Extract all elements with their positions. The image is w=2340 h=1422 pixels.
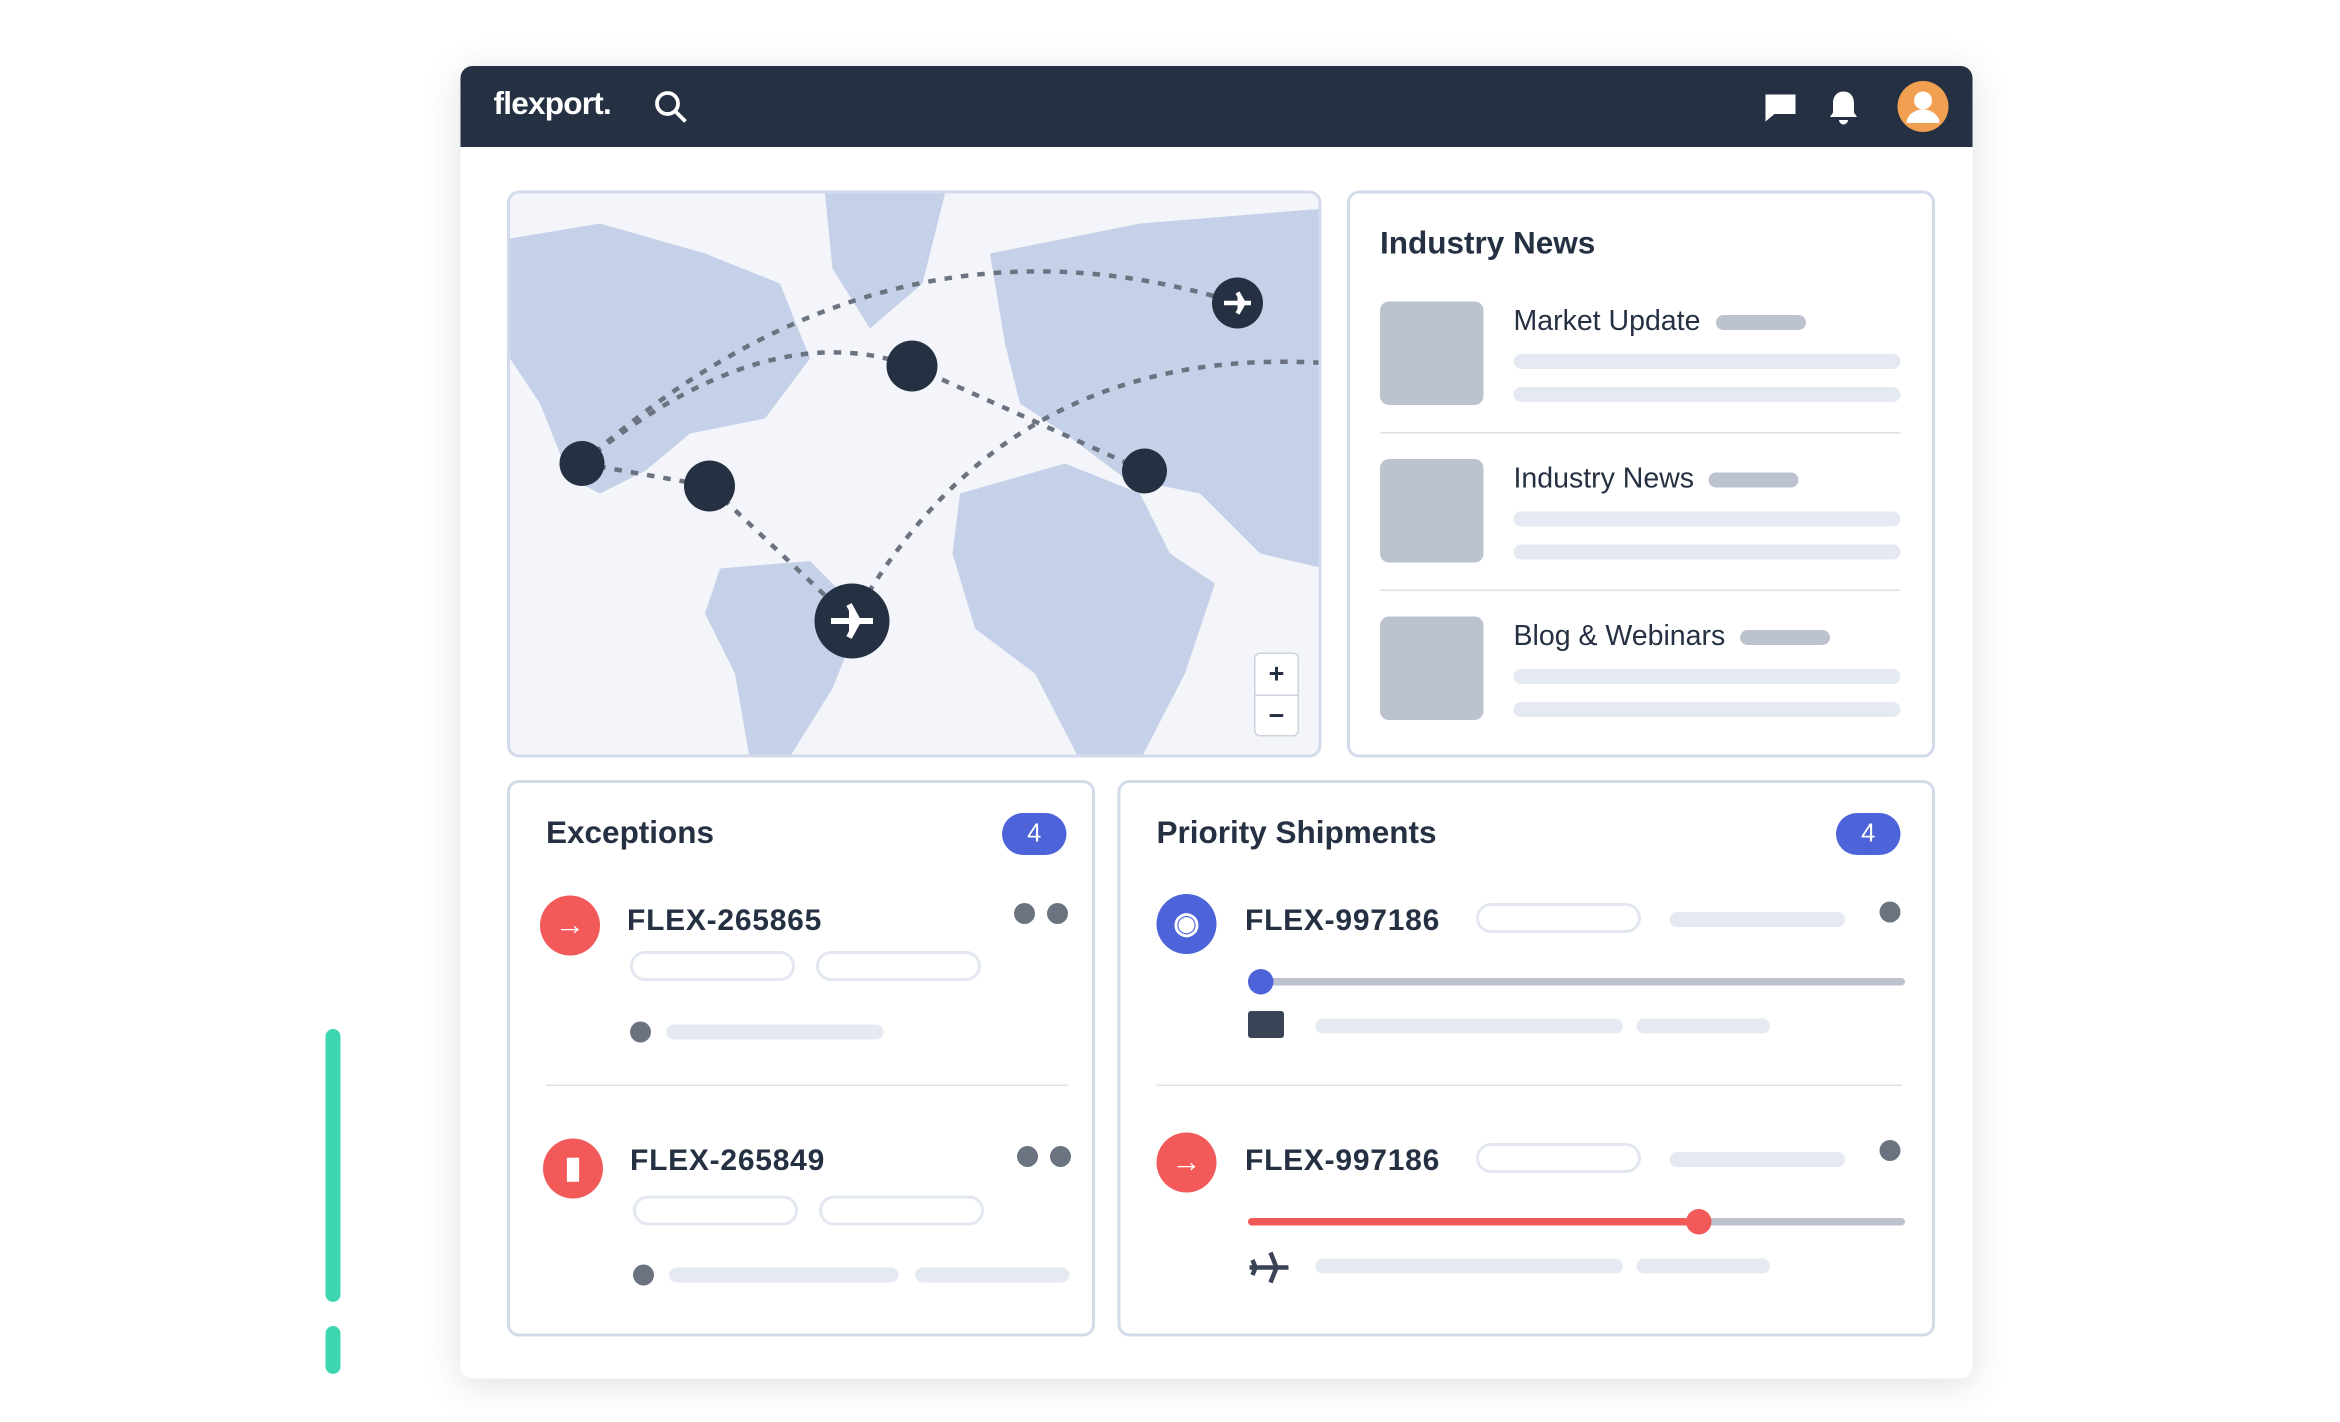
status-dot bbox=[1879, 1140, 1901, 1161]
placeholder bbox=[1513, 702, 1901, 717]
status-dot bbox=[630, 1021, 651, 1043]
status-dot bbox=[1047, 903, 1068, 924]
top-bar: flexport. bbox=[460, 66, 1973, 147]
placeholder bbox=[1669, 1152, 1845, 1167]
news-item[interactable]: Blog & Webinars bbox=[1514, 621, 1831, 654]
placeholder bbox=[669, 1267, 899, 1283]
placeholder bbox=[1513, 387, 1901, 402]
news-item[interactable]: Market Update bbox=[1514, 306, 1806, 339]
count-badge: 4 bbox=[1002, 813, 1067, 855]
app-window: flexport. + − Industry News Market Updat… bbox=[460, 66, 1973, 1379]
shipment-id[interactable]: FLEX-265865 bbox=[627, 904, 823, 938]
status-dot bbox=[1017, 1146, 1038, 1167]
news-item-title[interactable]: Blog & Webinars bbox=[1513, 621, 1726, 653]
progress-handle bbox=[1686, 1209, 1712, 1235]
accent-bar bbox=[325, 1029, 341, 1302]
news-panel: Industry News Market Update Industry New… bbox=[1347, 190, 1935, 758]
shipment-id[interactable]: FLEX-265849 bbox=[630, 1144, 826, 1178]
placeholder bbox=[1636, 1258, 1770, 1274]
priority-panel: Priority Shipments 4 ◉ FLEX-997186 → FLE… bbox=[1117, 780, 1935, 1337]
placeholder bbox=[1715, 315, 1806, 330]
map-panel: + − bbox=[507, 190, 1322, 758]
exceptions-panel: Exceptions 4 → FLEX-265865 ▮ FLEX-265849 bbox=[507, 780, 1095, 1337]
news-item-title[interactable]: Industry News bbox=[1513, 463, 1695, 496]
placeholder bbox=[1636, 1018, 1770, 1034]
placeholder bbox=[1315, 1018, 1623, 1034]
placeholder bbox=[1709, 472, 1800, 488]
placeholder bbox=[1315, 1258, 1623, 1274]
plane-icon bbox=[1249, 1251, 1289, 1284]
zoom-in[interactable]: + bbox=[1268, 658, 1285, 689]
placeholder bbox=[915, 1267, 1070, 1283]
exception-icon: → bbox=[540, 895, 600, 956]
search-icon[interactable] bbox=[653, 89, 692, 128]
divider bbox=[546, 1084, 1068, 1086]
count-badge: 4 bbox=[1836, 813, 1901, 855]
news-item-title[interactable]: Market Update bbox=[1513, 306, 1701, 338]
divider bbox=[1380, 589, 1901, 591]
status-dot bbox=[633, 1264, 654, 1286]
news-item[interactable]: Industry News bbox=[1514, 464, 1800, 497]
news-thumbnail[interactable] bbox=[1380, 616, 1484, 720]
chat-icon[interactable] bbox=[1763, 90, 1799, 126]
exception-icon: → bbox=[1156, 1132, 1217, 1193]
placeholder bbox=[1740, 630, 1831, 645]
placeholder bbox=[633, 1195, 798, 1226]
divider bbox=[1156, 1084, 1902, 1086]
bell-icon[interactable] bbox=[1826, 89, 1862, 128]
zoom-control: + − bbox=[1254, 652, 1299, 737]
accent-bar bbox=[325, 1326, 341, 1374]
placeholder bbox=[816, 951, 981, 981]
placeholder bbox=[630, 951, 795, 981]
shipment-id[interactable]: FLEX-997186 bbox=[1245, 904, 1441, 938]
progress-fill bbox=[1248, 1218, 1701, 1226]
ship-icon bbox=[1248, 1011, 1284, 1038]
placeholder bbox=[1513, 544, 1901, 560]
placeholder bbox=[819, 1195, 984, 1226]
placeholder bbox=[1476, 1143, 1641, 1173]
placeholder bbox=[1476, 903, 1641, 933]
priority-title: Priority Shipments bbox=[1156, 816, 1437, 851]
placeholder bbox=[1513, 669, 1901, 684]
logo[interactable]: flexport. bbox=[493, 87, 612, 122]
news-thumbnail[interactable] bbox=[1380, 459, 1484, 563]
placeholder bbox=[666, 1024, 884, 1040]
news-thumbnail[interactable] bbox=[1380, 301, 1484, 405]
news-title: Industry News bbox=[1380, 226, 1596, 262]
placeholder bbox=[1669, 912, 1845, 927]
progress-handle bbox=[1248, 969, 1274, 995]
divider bbox=[1380, 432, 1901, 434]
zoom-out[interactable]: − bbox=[1255, 694, 1298, 736]
watch-icon: ◉ bbox=[1156, 894, 1217, 954]
avatar[interactable] bbox=[1897, 81, 1949, 132]
progress-track bbox=[1248, 978, 1905, 986]
placeholder bbox=[1513, 511, 1901, 527]
exceptions-title: Exceptions bbox=[546, 816, 715, 851]
status-dot bbox=[1050, 1146, 1071, 1167]
shipment-id[interactable]: FLEX-997186 bbox=[1245, 1144, 1441, 1178]
status-dot bbox=[1879, 901, 1901, 923]
exception-icon: ▮ bbox=[543, 1138, 603, 1199]
status-dot bbox=[1014, 903, 1035, 924]
placeholder bbox=[1513, 354, 1901, 369]
map[interactable] bbox=[510, 193, 1322, 758]
